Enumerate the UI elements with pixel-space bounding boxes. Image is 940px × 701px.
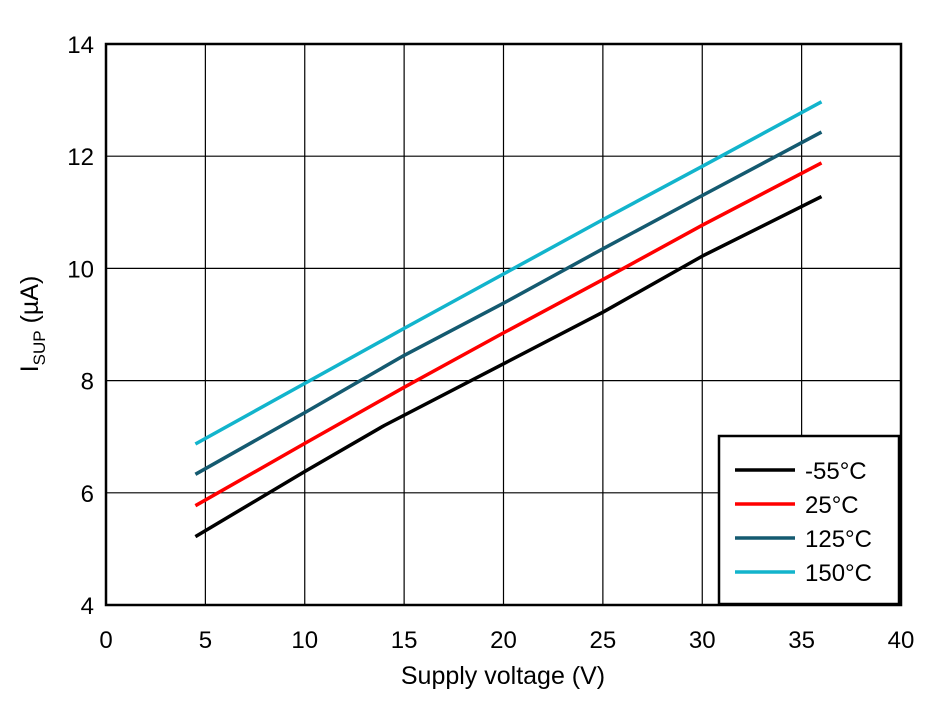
y-axis-title: ISUP (µA) <box>16 276 49 373</box>
x-axis-title: Supply voltage (V) <box>401 662 605 690</box>
x-tick-label: 35 <box>788 627 815 654</box>
legend-box <box>717 434 901 606</box>
y-tick-label: 4 <box>81 593 94 620</box>
legend-label-1: 25°C <box>805 492 859 519</box>
x-tick-label: 20 <box>490 627 517 654</box>
legend: -55°C 25°C 125°C 150°C <box>717 434 901 606</box>
series-line-0 <box>194 195 823 539</box>
series-line-3 <box>194 100 823 446</box>
legend-label-2: 125°C <box>805 526 872 553</box>
series-line-2 <box>194 130 823 476</box>
x-tick-label: 40 <box>888 627 915 654</box>
y-axis-title-unit: (µA) <box>16 276 44 331</box>
y-axis-title-sub: SUP <box>30 330 49 365</box>
x-tick-label: 0 <box>99 627 112 654</box>
y-tick-label: 12 <box>67 144 94 171</box>
x-tick-label: 5 <box>199 627 212 654</box>
y-tick-label: 10 <box>67 256 94 283</box>
y-axis-title-main: I <box>16 365 44 372</box>
legend-label-3: 150°C <box>805 560 872 587</box>
grid <box>106 44 901 605</box>
y-tick-labels: 4 6 8 10 12 14 <box>67 32 94 620</box>
y-tick-label: 6 <box>81 481 94 508</box>
x-tick-label: 10 <box>291 627 318 654</box>
legend-label-0: -55°C <box>805 458 867 485</box>
x-tick-label: 15 <box>391 627 418 654</box>
x-tick-label: 25 <box>590 627 617 654</box>
x-tick-labels: 0 5 10 15 20 25 30 35 40 <box>99 627 914 654</box>
plot-frame <box>104 42 903 607</box>
y-tick-label: 8 <box>81 369 94 396</box>
series-layer <box>194 100 823 539</box>
series-line-1 <box>194 161 823 508</box>
x-tick-label: 30 <box>689 627 716 654</box>
y-tick-label: 14 <box>67 32 94 59</box>
